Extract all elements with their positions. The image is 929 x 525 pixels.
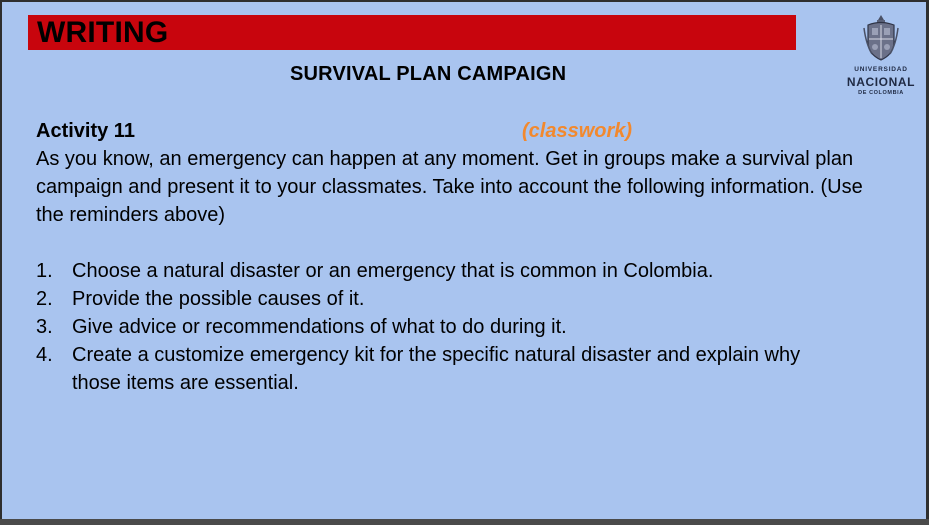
list-item-number: 3. [36,316,53,338]
list-item-text: Give advice or recommendations of what t… [72,316,567,338]
list-item-text: Create a customize emergency kit for the… [72,344,801,394]
list-item: 2. Provide the possible causes of it. [36,285,836,313]
banner-title: WRITING [37,16,169,49]
university-crest-icon [863,15,899,61]
steps-list: 1. Choose a natural disaster or an emerg… [36,257,836,397]
list-item-number: 1. [36,260,53,282]
title-banner: WRITING [28,15,796,50]
intro-paragraph: As you know, an emergency can happen at … [36,148,863,226]
activity-label: Activity 11 [36,120,135,142]
logo-text-colombia: DE COLOMBIA [858,90,904,96]
activity-tag: (classwork) [522,120,633,142]
list-item-number: 2. [36,288,53,310]
list-item-number: 4. [36,344,53,366]
logo-text-nacional: NACIONAL [846,75,916,89]
list-item: 4. Create a customize emergency kit for … [36,341,836,397]
bottom-edge-bar [0,519,929,525]
list-item-text: Choose a natural disaster or an emergenc… [72,260,714,282]
list-item-text: Provide the possible causes of it. [72,288,365,310]
logo-text-universidad: UNIVERSIDAD [854,66,908,73]
university-logo: UNIVERSIDAD NACIONAL DE COLOMBIA [840,12,922,102]
slide-subtitle: SURVIVAL PLAN CAMPAIGN [290,63,567,85]
presentation-slide: WRITING SURVIVAL PLAN CAMPAIGN UNIVERSID… [2,2,926,519]
list-item: 1. Choose a natural disaster or an emerg… [36,257,836,285]
list-item: 3. Give advice or recommendations of wha… [36,313,836,341]
